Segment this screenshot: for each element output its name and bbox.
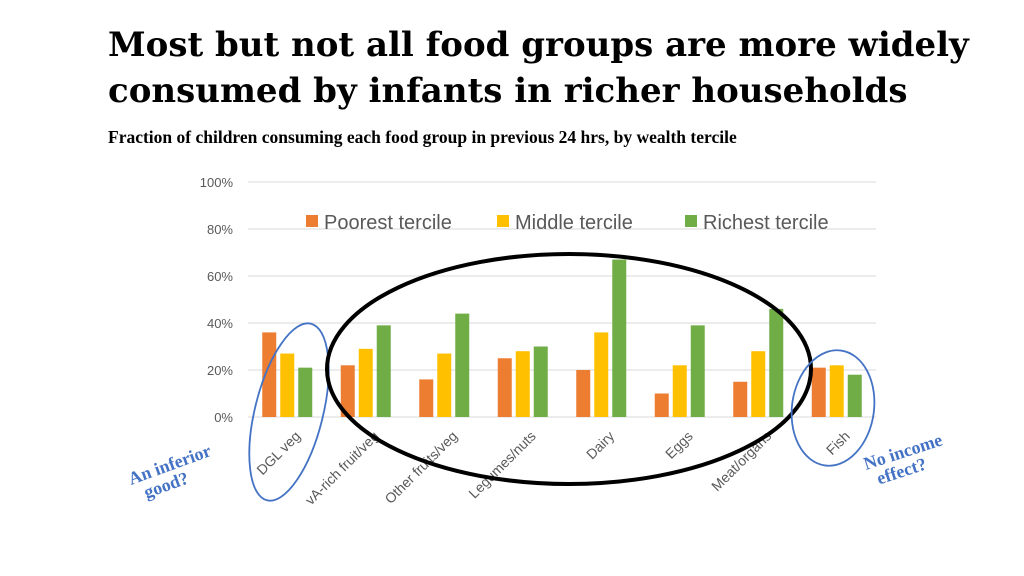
x-tick-label: vA-rich fruit/veg	[302, 428, 382, 508]
y-axis-ticks: 0% 20% 40% 60% 80% 100%	[200, 175, 234, 425]
bar	[672, 365, 687, 417]
bar	[733, 381, 748, 417]
bar	[358, 348, 373, 417]
legend-swatch	[306, 215, 318, 227]
bar	[419, 379, 434, 417]
legend: Poorest tercile Middle tercile Richest ter…	[306, 212, 829, 234]
bar	[654, 393, 669, 417]
bar	[690, 325, 705, 417]
x-tick-label: Fish	[823, 428, 853, 458]
bar	[376, 325, 391, 417]
bar	[612, 259, 627, 417]
bar	[594, 332, 609, 417]
x-tick-label: DGL veg	[253, 428, 303, 478]
bar	[751, 351, 766, 417]
inferior-good-highlight	[248, 322, 330, 502]
legend-label: Middle tercile	[515, 212, 633, 234]
legend-swatch	[497, 215, 509, 227]
legend-label: Richest tercile	[703, 212, 829, 234]
bar	[533, 346, 548, 417]
legend-label: Poorest tercile	[324, 212, 452, 234]
bar	[455, 313, 470, 417]
bar	[280, 353, 295, 417]
bar	[437, 353, 452, 417]
no-income-effect-highlight	[790, 349, 876, 467]
bar	[769, 308, 784, 417]
bar	[847, 374, 862, 417]
y-tick-label: 40%	[207, 316, 233, 331]
bar	[576, 370, 591, 417]
bar	[515, 351, 530, 417]
annotation-inferior-good: An inferior good?	[126, 439, 224, 506]
annotation-no-income-effect: No income effect?	[861, 428, 955, 491]
x-tick-label: Legumes/nuts	[465, 428, 539, 502]
chart-subtitle: Fraction of children consuming each food…	[108, 127, 737, 147]
page-title: Most but not all food groups are more wi…	[108, 25, 969, 111]
bar	[811, 367, 826, 417]
y-tick-label: 60%	[207, 269, 233, 284]
y-tick-label: 20%	[207, 363, 233, 378]
bar	[829, 365, 844, 417]
bar	[262, 332, 277, 417]
bar	[497, 358, 512, 417]
bar	[340, 365, 355, 417]
bar	[298, 367, 313, 417]
y-tick-label: 80%	[207, 222, 233, 237]
y-tick-label: 0%	[214, 410, 233, 425]
income-effect-highlight	[325, 252, 813, 486]
legend-swatch	[685, 215, 697, 227]
y-tick-label: 100%	[200, 175, 234, 190]
x-tick-label: Eggs	[662, 428, 696, 462]
x-tick-label: Dairy	[583, 428, 617, 462]
bars	[262, 259, 862, 417]
